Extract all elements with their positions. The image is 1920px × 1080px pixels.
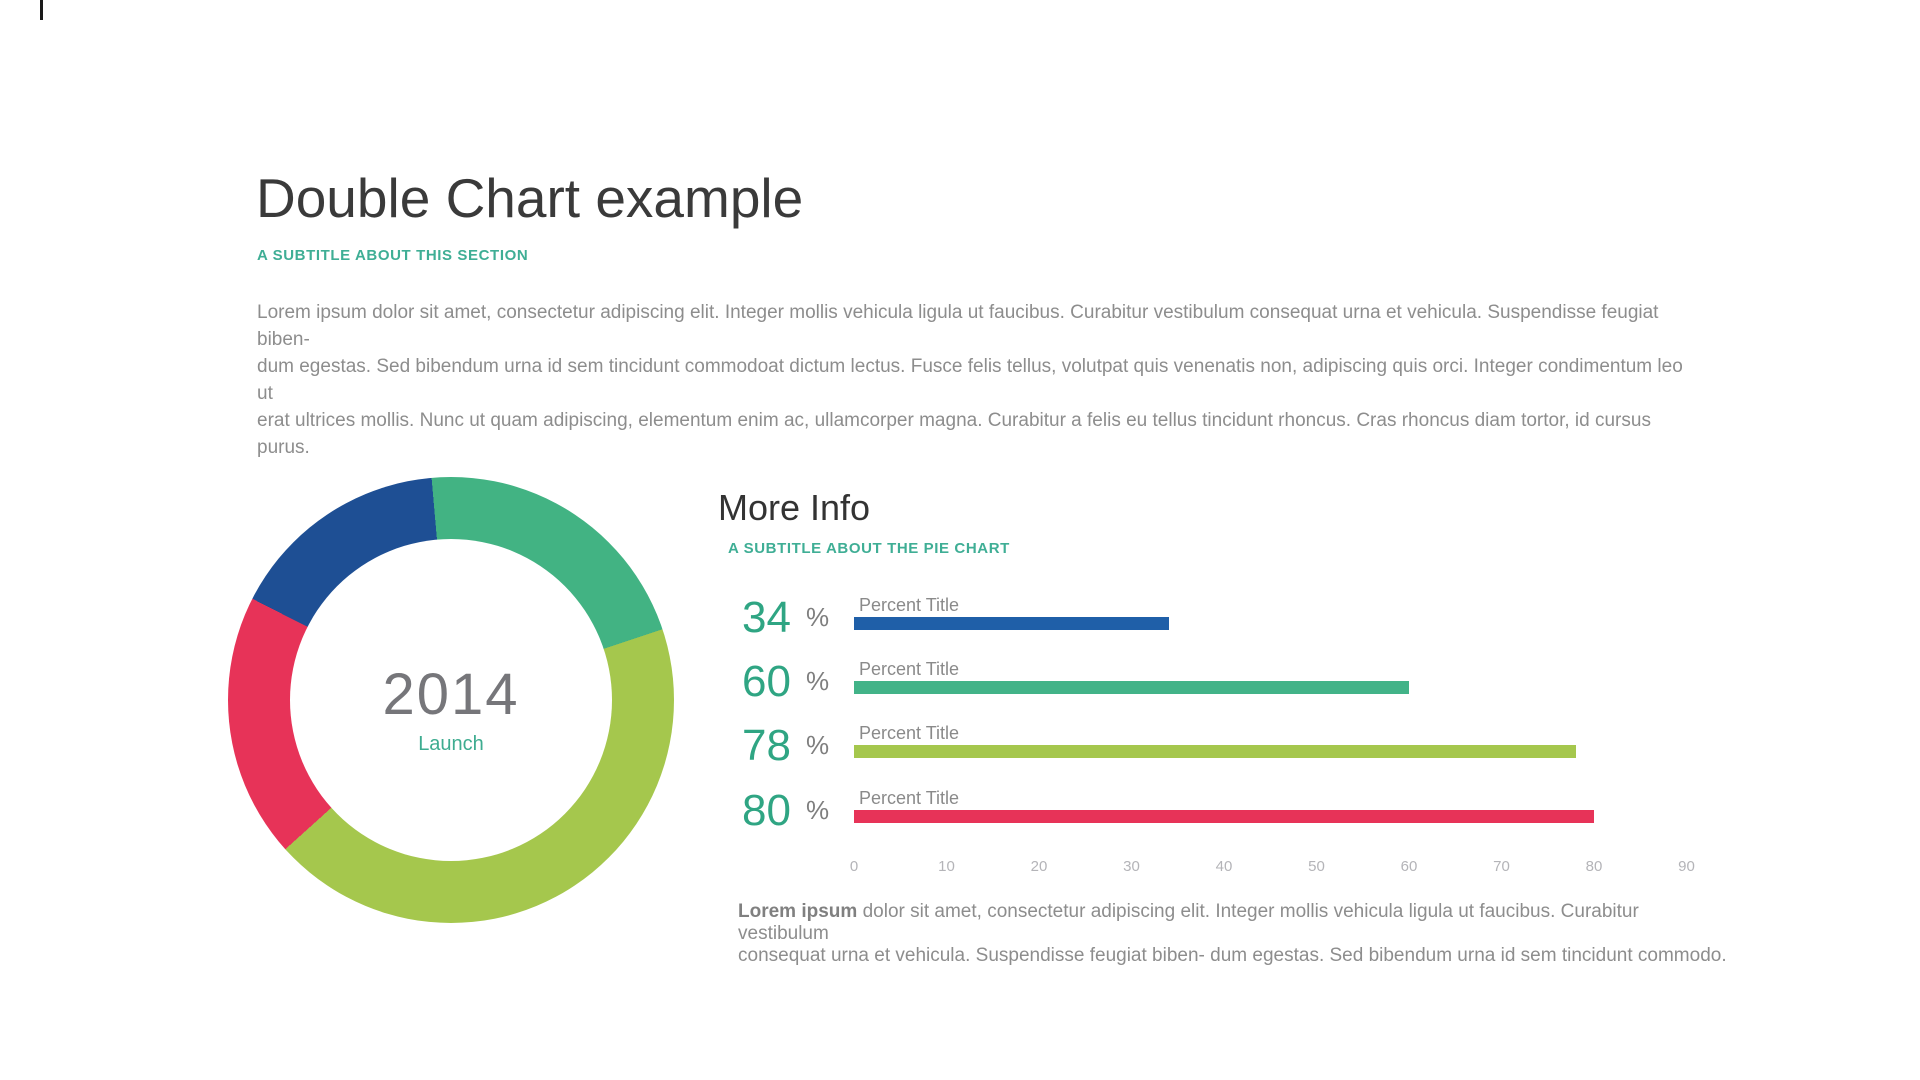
percent-label: Percent Title [859, 723, 960, 743]
percent-value: 34 [742, 593, 791, 642]
intro-line-1: Lorem ipsum dolor sit amet, consectetur … [257, 302, 1659, 350]
footer-line-1: Lorem ipsum dolor sit amet, consectetur … [738, 901, 1728, 945]
percent-row: 34% Percent Title [742, 593, 1702, 655]
axis-tick-label: 80 [1585, 858, 1603, 875]
axis-tick-label: 10 [938, 858, 955, 875]
more-info-title: More Info [718, 487, 871, 528]
percent-bar [854, 681, 1409, 694]
percent-bar [854, 745, 1576, 758]
stray-mark [40, 0, 43, 20]
percent-unit: % [806, 795, 830, 825]
percent-row: 78% Percent Title [742, 721, 1702, 783]
more-info-subtitle: A SUBTITLE ABOUT THE PIE CHART [728, 540, 1010, 557]
percent-bar [854, 617, 1169, 630]
axis-tick-label: 70 [1493, 858, 1510, 875]
donut-chart: 2014 Launch [228, 477, 674, 923]
intro-line-2: dum egestas. Sed bibendum urna id sem ti… [257, 356, 1683, 404]
percent-label: Percent Title [859, 788, 960, 808]
footer-paragraph: Lorem ipsum dolor sit amet, consectetur … [738, 901, 1728, 967]
percent-unit: % [806, 602, 830, 632]
intro-line-3: erat ultrices mollis. Nunc ut quam adipi… [257, 410, 1651, 458]
percent-value: 80 [742, 786, 791, 835]
percent-label: Percent Title [859, 659, 960, 679]
axis-tick-label: 40 [1215, 858, 1233, 875]
intro-paragraph: Lorem ipsum dolor sit amet, consectetur … [257, 299, 1697, 461]
footer-line-1-rest: dolor sit amet, consectetur adipiscing e… [738, 901, 1639, 944]
percent-label: Percent Title [859, 595, 960, 615]
axis-tick-label: 30 [1123, 858, 1140, 875]
percent-value: 78 [742, 721, 791, 770]
donut-center-value: 2014 [382, 662, 520, 727]
percent-unit: % [806, 730, 830, 760]
axis-tick-label: 90 [1678, 858, 1695, 875]
percent-row: 80% Percent Title [742, 786, 1702, 848]
percent-value: 60 [742, 657, 791, 706]
percent-row: 60% Percent Title [742, 657, 1702, 719]
section-subtitle: A SUBTITLE ABOUT THIS SECTION [257, 247, 529, 264]
axis-tick-label: 20 [1030, 858, 1048, 875]
percent-bar [854, 810, 1594, 823]
donut-center-label: Launch [418, 733, 484, 755]
axis-tick-label: 50 [1308, 858, 1325, 875]
footer-lead: Lorem ipsum [738, 901, 858, 922]
axis-tick-label: 60 [1400, 858, 1418, 875]
page-title: Double Chart example [256, 167, 804, 229]
axis-tick-label: 0 [849, 858, 859, 875]
footer-line-2: consequat urna et vehicula. Suspendisse … [738, 945, 1727, 966]
percent-unit: % [806, 666, 830, 696]
donut-hole: 2014 Launch [290, 539, 612, 861]
